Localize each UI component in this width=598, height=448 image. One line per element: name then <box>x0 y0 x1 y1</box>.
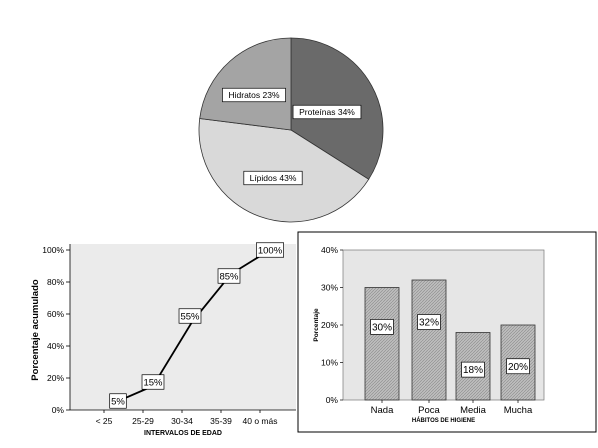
line-data-label-2-box <box>178 308 202 324</box>
bar-data-label-1: 32% <box>419 318 439 329</box>
x-axis-title: INTERVALOS DE EDAD <box>144 430 222 437</box>
line-data-label-3-box <box>217 268 241 284</box>
y-axis-title: Porcentaje <box>313 308 320 342</box>
x-tick-label: 35-39 <box>210 416 232 426</box>
x-axis-title: HÁBITOS DE HIGIENE <box>412 417 475 424</box>
bar-nada <box>364 287 400 401</box>
y-tick-label: 100% <box>42 245 64 255</box>
line-data-label-1-box <box>141 374 165 390</box>
x-tick-label: Poca <box>418 405 440 416</box>
pie-label-2: Hidratos 23% <box>228 90 279 100</box>
x-tick-label: < 25 <box>96 416 113 426</box>
y-tick-label: 40% <box>47 341 64 351</box>
pie-label-2-box <box>222 87 286 103</box>
pie-label-1-box <box>243 170 303 186</box>
plot-background <box>70 244 296 410</box>
hygiene-bar-chart: 0% 10% 20% 30% 40% Porcentaje Nada 30% Poca 32% Me… <box>297 231 597 433</box>
y-tick-label: 20% <box>321 320 338 330</box>
x-tick-label: 40 o más <box>243 416 278 426</box>
line-data-label-0: 5% <box>111 396 125 407</box>
y-tick-label: 30% <box>321 283 338 293</box>
bar-data-label-0-box <box>370 319 394 335</box>
x-tick-label: Mucha <box>504 405 533 416</box>
bar-data-label-3: 20% <box>508 362 528 373</box>
pie-slice-hidratos <box>199 37 292 131</box>
x-tick-label: 25-29 <box>132 416 154 426</box>
y-tick-label: 10% <box>321 358 338 368</box>
bar-data-label-2: 18% <box>463 365 483 376</box>
bar-poca <box>411 279 447 401</box>
y-tick-label: 40% <box>321 245 338 255</box>
line-data-label-4-box <box>256 242 284 258</box>
line-data-label-4: 100% <box>258 245 283 256</box>
line-data-label-1: 15% <box>143 377 163 388</box>
y-tick-label: 20% <box>47 373 64 383</box>
x-tick-label: Media <box>460 405 487 416</box>
pie-slice-lpidos <box>198 118 370 223</box>
line-data-label-0-box <box>109 393 127 409</box>
line-data-label-2: 55% <box>180 311 200 322</box>
y-tick-label: 0% <box>326 395 339 405</box>
pie-label-0-box <box>292 104 362 120</box>
y-axis-title: Porcentaje acumulado <box>30 279 41 381</box>
bar-data-label-2-box <box>461 361 485 378</box>
x-tick-label: 30-34 <box>171 416 193 426</box>
y-tick-label: 60% <box>47 309 64 319</box>
bar-data-label-3-box <box>506 358 530 375</box>
y-tick-label: 0% <box>52 405 65 415</box>
pie-label-0: Proteínas 34% <box>299 107 355 117</box>
pie-label-1: Lípidos 43% <box>250 173 297 183</box>
y-tick-label: 80% <box>47 277 64 287</box>
line-data-label-3: 85% <box>219 271 239 282</box>
bar-data-label-0: 30% <box>372 322 392 333</box>
bar-data-label-1-box <box>417 314 441 330</box>
pie-chart: Proteínas 34% Lípidos 43% Hidratos 23% <box>198 37 384 223</box>
x-tick-label: Nada <box>371 405 394 416</box>
cumulative-line-chart: 0% 20% 40% 60% 80% 100% < 25 25-29 30-34 35-39 40 … <box>30 242 296 437</box>
